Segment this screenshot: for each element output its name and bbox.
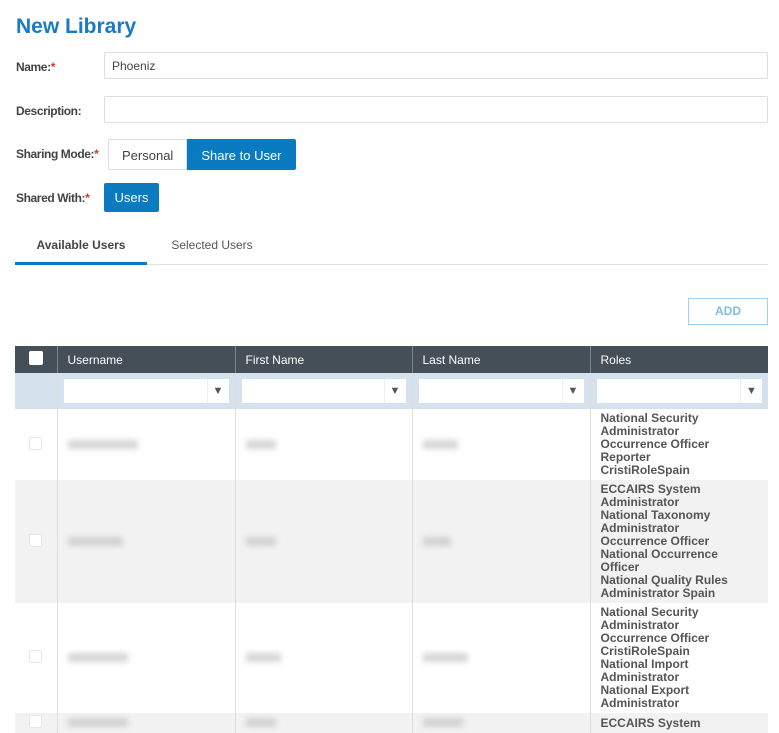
last-name-redacted	[422, 536, 451, 546]
role-item: Reporter	[600, 450, 651, 464]
username-redacted	[67, 536, 123, 546]
first-name-redacted	[245, 718, 276, 727]
last-name-redacted	[422, 439, 458, 449]
roles-cell: ECCAIRS System Administrator National Tax…	[589, 480, 768, 603]
column-first-name[interactable]: First Name	[234, 346, 412, 373]
table-row[interactable]: ECCAIRS System Administrator National Tax…	[15, 480, 768, 603]
select-all-checkbox[interactable]	[28, 351, 43, 365]
tab-selected-users[interactable]: Selected Users	[171, 238, 253, 252]
page-title: New Library	[16, 15, 137, 38]
name-input[interactable]: Phoeniz	[104, 52, 768, 79]
username-filter-input[interactable]	[64, 379, 207, 403]
table-row[interactable]: National Security Administrator Occurrenc…	[15, 409, 768, 480]
select-all-header	[15, 346, 57, 373]
filter-spacer	[15, 373, 57, 409]
description-input[interactable]	[104, 96, 768, 123]
role-item: National Export Administrator	[600, 683, 690, 710]
first-name-filter: ▼	[234, 373, 412, 409]
users-button[interactable]: Users	[104, 183, 159, 212]
role-item: CristiRoleSpain	[600, 463, 690, 477]
last-name-redacted	[422, 653, 468, 662]
name-label: Name:*	[16, 60, 55, 74]
user-tabs: Available Users Selected Users	[15, 228, 768, 265]
last-name-redacted	[422, 718, 463, 727]
filter-icon[interactable]: ▼	[740, 379, 762, 403]
first-name-redacted	[245, 536, 276, 546]
sharing-mode-label: Sharing Mode:*	[16, 147, 99, 161]
column-last-name[interactable]: Last Name	[411, 346, 590, 373]
role-item: Occurrence Officer	[600, 437, 710, 451]
username-cell	[56, 713, 235, 733]
first-name-redacted	[245, 653, 281, 662]
personal-option[interactable]: Personal	[108, 139, 188, 170]
role-item: National Security Administrator	[600, 605, 699, 632]
users-table: Username First Name Last Name Roles ▼ ▼ …	[15, 346, 768, 733]
role-item: ECCAIRS System	[600, 715, 701, 730]
username-filter: ▼	[56, 373, 235, 409]
first-name-redacted	[245, 439, 276, 449]
column-roles[interactable]: Roles	[589, 346, 768, 373]
username-redacted	[67, 439, 138, 449]
first-name-cell	[234, 603, 412, 713]
role-item: National Quality Rules Administrator Spa…	[600, 573, 728, 600]
row-checkbox[interactable]	[29, 650, 43, 663]
row-checkbox-cell	[15, 603, 57, 713]
role-item: Occurrence Officer	[600, 534, 710, 548]
add-button[interactable]: ADD	[688, 298, 768, 325]
role-item: National Security Administrator	[600, 411, 699, 438]
last-name-filter: ▼	[411, 373, 590, 409]
first-name-cell	[234, 713, 412, 733]
roles-cell: National Security Administrator Occurrenc…	[589, 409, 768, 480]
role-item: National Occurrence Officer	[600, 547, 718, 574]
first-name-cell	[234, 409, 412, 480]
role-item: CristiRoleSpain	[600, 644, 690, 658]
tab-available-users[interactable]: Available Users	[15, 228, 147, 265]
username-cell	[56, 480, 235, 603]
username-cell	[56, 409, 235, 480]
row-checkbox-cell	[15, 713, 57, 733]
column-username[interactable]: Username	[56, 346, 235, 373]
table-row[interactable]: ECCAIRS System	[15, 713, 768, 733]
sharing-mode-toggle: Personal Share to User	[108, 139, 296, 170]
shared-with-label: Shared With:*	[16, 191, 90, 205]
description-label: Description:	[16, 104, 82, 118]
filter-icon[interactable]: ▼	[206, 379, 229, 403]
first-name-cell	[234, 480, 412, 603]
last-name-cell	[411, 603, 590, 713]
role-item: National Taxonomy Administrator	[600, 508, 711, 535]
roles-cell: ECCAIRS System	[589, 713, 768, 733]
roles-filter-input[interactable]	[597, 379, 741, 403]
roles-cell: National Security Administrator Occurrenc…	[589, 603, 768, 713]
last-name-cell	[411, 480, 590, 603]
row-checkbox-cell	[15, 409, 57, 480]
filter-icon[interactable]: ▼	[383, 379, 406, 403]
row-checkbox[interactable]	[29, 533, 43, 547]
username-redacted	[67, 653, 128, 662]
username-cell	[56, 603, 235, 713]
first-name-filter-input[interactable]	[242, 379, 384, 403]
filter-icon[interactable]: ▼	[561, 379, 584, 403]
last-name-cell	[411, 713, 590, 733]
share-to-user-option[interactable]: Share to User	[187, 139, 296, 170]
row-checkbox[interactable]	[29, 715, 43, 728]
row-checkbox[interactable]	[29, 436, 43, 450]
username-redacted	[67, 718, 128, 727]
table-row[interactable]: National Security Administrator Occurrenc…	[15, 603, 768, 713]
role-item: Occurrence Officer	[600, 631, 710, 645]
last-name-cell	[411, 409, 590, 480]
role-item: ECCAIRS System Administrator	[600, 482, 701, 509]
row-checkbox-cell	[15, 480, 57, 603]
last-name-filter-input[interactable]	[419, 379, 562, 403]
roles-filter: ▼	[589, 373, 768, 409]
